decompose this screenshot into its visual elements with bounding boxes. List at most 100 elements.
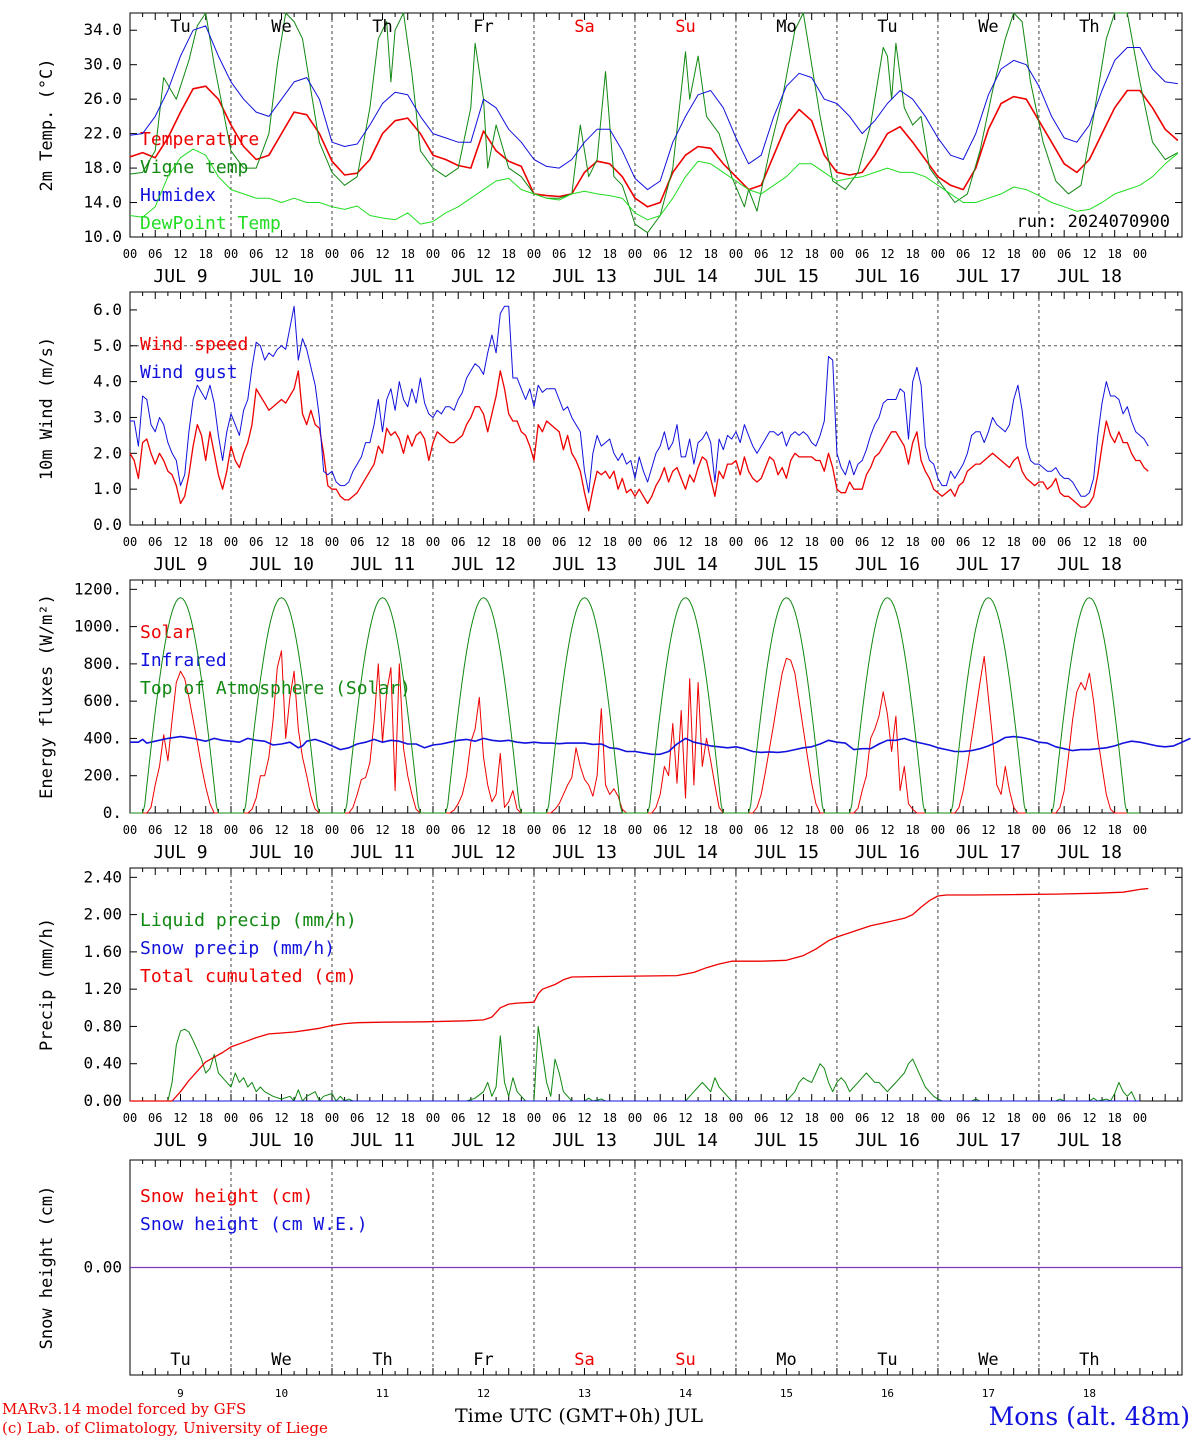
hour-tick-label: 00 <box>426 535 440 549</box>
hour-tick-label: 06 <box>451 247 465 261</box>
y-tick-label: 2.00 <box>83 905 122 924</box>
hour-tick-label: 00 <box>628 1111 642 1125</box>
hour-tick-label: 00 <box>628 823 642 837</box>
day-number-label: 14 <box>679 1387 693 1400</box>
weekday-label: Th <box>1079 17 1099 37</box>
date-label: JUL 13 <box>552 842 617 863</box>
date-label: JUL 11 <box>350 554 415 575</box>
hour-tick-label: 18 <box>602 535 616 549</box>
date-label: JUL 13 <box>552 554 617 575</box>
y-tick-label: 2.40 <box>83 867 122 886</box>
weekday-label: Th <box>372 17 392 37</box>
date-label: JUL 15 <box>754 1130 819 1151</box>
x-axis-title: Time UTC (GMT+0h) JUL <box>455 1405 703 1427</box>
hour-tick-label: 00 <box>1133 247 1147 261</box>
hour-tick-label: 00 <box>527 535 541 549</box>
hour-tick-label: 06 <box>1057 1111 1071 1125</box>
weekday-label: Sa <box>574 17 594 37</box>
y-tick-label: 4.0 <box>93 372 122 391</box>
plot-frame <box>129 12 1183 238</box>
date-label: JUL 16 <box>855 266 920 287</box>
y-tick-label: 2.0 <box>93 443 122 462</box>
date-label: JUL 10 <box>249 1130 314 1151</box>
series-line-infrared <box>130 735 1191 756</box>
hour-tick-label: 06 <box>754 247 768 261</box>
hour-tick-label: 12 <box>476 1111 490 1125</box>
hour-tick-label: 00 <box>1133 1111 1147 1125</box>
hour-tick-label: 12 <box>274 535 288 549</box>
hour-tick-label: 00 <box>123 247 137 261</box>
hour-tick-label: 00 <box>224 823 238 837</box>
hour-tick-label: 18 <box>804 1111 818 1125</box>
hour-tick-label: 18 <box>1006 247 1020 261</box>
hour-tick-label: 12 <box>173 247 187 261</box>
hour-tick-label: 12 <box>981 247 995 261</box>
y-tick-label: 1200. <box>74 579 122 598</box>
hour-tick-label: 18 <box>501 1111 515 1125</box>
weekday-label: Fr <box>473 17 493 37</box>
hour-tick-label: 06 <box>956 247 970 261</box>
hour-tick-label: 00 <box>830 1111 844 1125</box>
legend-label: Temperature <box>140 129 259 150</box>
hour-tick-label: 00 <box>325 247 339 261</box>
chart-panel-1: 10.0 14.0 18.0 22.0 26.0 30.0 34.0 2m Temp. (°C… <box>37 12 1183 287</box>
hour-tick-label: 18 <box>905 1111 919 1125</box>
hour-tick-label: 18 <box>199 823 213 837</box>
chart-panel-4: 0.00 0.40 0.80 1.20 1.60 2.00 2.40 Precip (mm/h… <box>37 867 1183 1151</box>
hour-tick-label: 00 <box>527 823 541 837</box>
hour-tick-label: 12 <box>1082 823 1096 837</box>
date-label: JUL 12 <box>451 1130 516 1151</box>
y-tick-label: 0.00 <box>83 1258 122 1277</box>
hour-tick-label: 18 <box>1006 535 1020 549</box>
hour-tick-label: 00 <box>527 1111 541 1125</box>
hour-tick-label: 00 <box>1032 1111 1046 1125</box>
hour-tick-label: 12 <box>981 1111 995 1125</box>
legend-label: Snow height (cm W.E.) <box>140 1214 368 1235</box>
date-label: JUL 17 <box>956 266 1021 287</box>
weekday-label: Tu <box>170 17 190 37</box>
hour-tick-label: 18 <box>401 823 415 837</box>
legend-label: Top of Atmosphere (Solar) <box>140 678 411 699</box>
hour-tick-label: 18 <box>1006 1111 1020 1125</box>
y-tick-label: 600. <box>83 691 122 710</box>
hour-tick-label: 00 <box>729 247 743 261</box>
hour-tick-label: 06 <box>956 535 970 549</box>
hour-tick-label: 12 <box>981 535 995 549</box>
hour-tick-label: 18 <box>804 535 818 549</box>
hour-tick-label: 12 <box>1082 247 1096 261</box>
hour-tick-label: 00 <box>931 535 945 549</box>
plot-frame <box>129 291 1183 526</box>
y-tick-label: 0. <box>103 803 122 822</box>
series-line-temperature <box>129 85 1179 208</box>
hour-tick-label: 06 <box>653 823 667 837</box>
date-label: JUL 17 <box>956 554 1021 575</box>
hour-tick-label: 18 <box>703 823 717 837</box>
credit-line-1: MARv3.14 model forced by GFS <box>2 1400 247 1418</box>
series-line-vigne-temp <box>129 12 1179 234</box>
y-tick-label: 1.0 <box>93 479 122 498</box>
hour-tick-label: 12 <box>880 823 894 837</box>
hour-tick-label: 12 <box>375 1111 389 1125</box>
date-label: JUL 14 <box>653 266 718 287</box>
hour-tick-label: 00 <box>527 247 541 261</box>
hour-tick-label: 12 <box>577 535 591 549</box>
y-tick-label: 1.60 <box>83 942 122 961</box>
hour-tick-label: 12 <box>577 247 591 261</box>
hour-tick-label: 06 <box>552 1111 566 1125</box>
date-label: JUL 10 <box>249 266 314 287</box>
y-tick-label: 26.0 <box>83 89 122 108</box>
date-label: JUL 18 <box>1057 554 1122 575</box>
weekday-label: Th <box>1079 1350 1099 1370</box>
hour-tick-label: 00 <box>123 535 137 549</box>
hour-tick-label: 06 <box>249 535 263 549</box>
plot-frame <box>129 579 1183 814</box>
weekday-label: Mo <box>776 17 796 37</box>
date-label: JUL 18 <box>1057 1130 1122 1151</box>
legend-label: DewPoint Temp <box>140 213 281 234</box>
y-tick-label: 30.0 <box>83 55 122 74</box>
y-axis-title: Energy fluxes (W/m²) <box>37 594 57 799</box>
hour-tick-label: 06 <box>249 823 263 837</box>
hour-tick-label: 06 <box>451 823 465 837</box>
hour-tick-label: 18 <box>602 1111 616 1125</box>
hour-tick-label: 00 <box>426 1111 440 1125</box>
